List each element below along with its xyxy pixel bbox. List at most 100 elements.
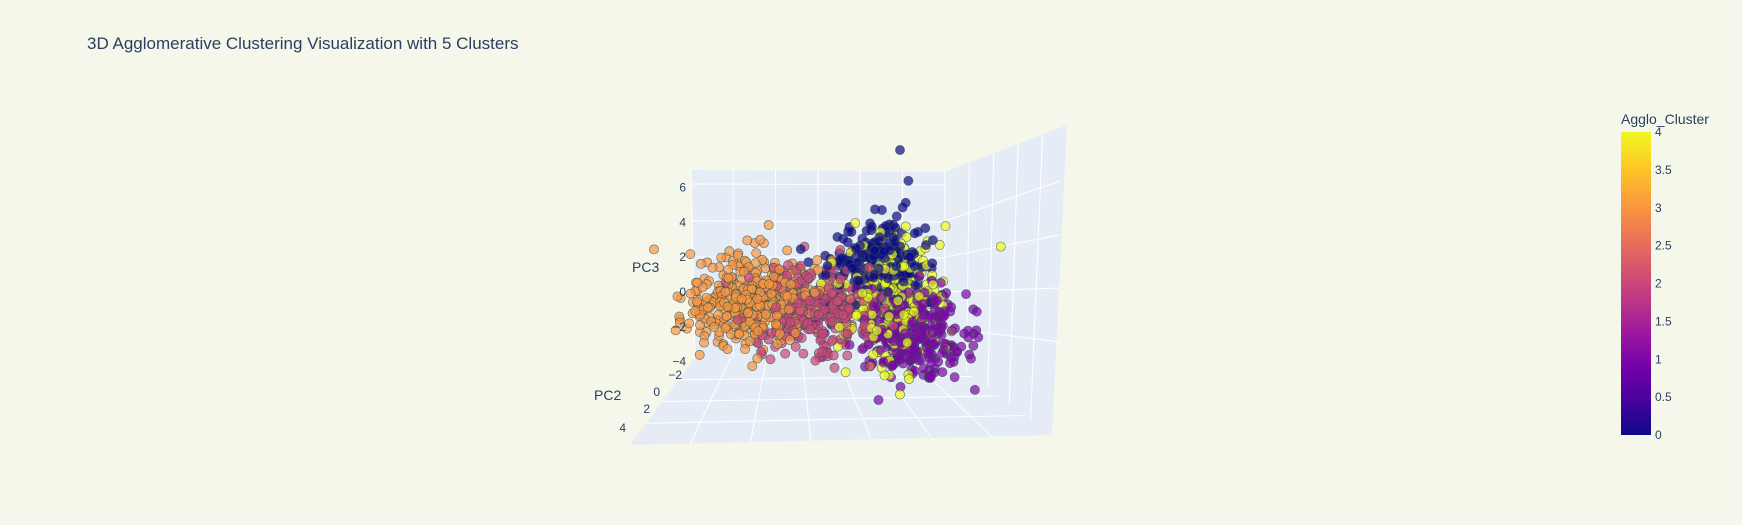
- data-point-cluster-3: [696, 258, 706, 269]
- data-point-cluster-2: [785, 317, 796, 328]
- data-point-cluster-2: [829, 362, 840, 373]
- gridline: [1030, 134, 1044, 420]
- data-point-cluster-0: [890, 222, 901, 233]
- pc3-tick-label: 0: [679, 285, 686, 299]
- data-point-cluster-2: [842, 350, 853, 361]
- data-point-cluster-3: [692, 296, 702, 307]
- data-point-cluster-2: [817, 346, 828, 357]
- data-point-cluster-3: [709, 321, 720, 332]
- data-point-cluster-2: [817, 328, 828, 339]
- pc3-tick-label: 2: [679, 250, 686, 264]
- data-point-cluster-3: [722, 301, 733, 312]
- data-point-cluster-3: [742, 235, 753, 246]
- data-point-cluster-1: [939, 338, 949, 349]
- data-point-cluster-1: [949, 372, 960, 382]
- data-point-cluster-0: [898, 276, 909, 287]
- data-point-cluster-1: [913, 334, 924, 345]
- data-point-cluster-0: [889, 237, 900, 248]
- data-point-cluster-1: [963, 325, 973, 336]
- data-point-cluster-2: [888, 320, 899, 331]
- data-point-cluster-3: [672, 291, 683, 302]
- data-point-cluster-3: [723, 273, 734, 283]
- data-point-cluster-3: [747, 361, 758, 371]
- data-point-cluster-1: [926, 334, 937, 345]
- data-point-cluster-1: [893, 353, 904, 364]
- data-point-cluster-0: [909, 228, 920, 239]
- pc3-tick-label: 4: [679, 215, 686, 229]
- data-point-cluster-1: [937, 347, 948, 358]
- data-point-cluster-1: [844, 339, 855, 350]
- data-point-cluster-4: [995, 241, 1006, 252]
- data-point-cluster-4: [893, 295, 903, 306]
- data-point-cluster-0: [867, 221, 877, 232]
- data-point-cluster-3: [812, 255, 823, 266]
- data-point-cluster-3: [763, 220, 774, 230]
- data-point-cluster-2: [793, 298, 804, 309]
- data-point-cluster-3: [772, 339, 783, 349]
- data-point-cluster-3: [772, 310, 782, 321]
- data-point-cluster-3: [753, 326, 763, 337]
- data-point-cluster-3: [761, 309, 771, 320]
- data-point-cluster-2: [813, 309, 824, 320]
- data-point-cluster-2: [805, 295, 815, 306]
- chart-title: 3D Agglomerative Clustering Visualizatio…: [87, 34, 519, 53]
- data-point-cluster-3: [720, 286, 731, 297]
- data-point-cluster-2: [826, 288, 837, 299]
- gridline: [646, 415, 1026, 424]
- data-point-cluster-0: [822, 261, 833, 271]
- data-point-cluster-4: [895, 389, 905, 400]
- data-point-cluster-0: [891, 211, 902, 222]
- data-point-cluster-3: [713, 309, 724, 320]
- data-point-cluster-2: [835, 274, 846, 285]
- data-point-cluster-3: [684, 318, 695, 329]
- data-point-cluster-1: [947, 325, 958, 336]
- pc2-tick-label: 0: [653, 385, 660, 399]
- data-point-cluster-0: [884, 245, 895, 256]
- data-point-cluster-3: [766, 288, 777, 299]
- data-point-cluster-4: [934, 239, 945, 250]
- data-point-cluster-3: [786, 279, 797, 290]
- data-point-cluster-1: [918, 298, 929, 309]
- data-point-cluster-2: [832, 296, 843, 306]
- data-point-cluster-4: [940, 221, 951, 232]
- data-point-cluster-2: [795, 260, 806, 271]
- gridline: [691, 183, 946, 186]
- data-point-cluster-4: [840, 367, 851, 378]
- data-point-cluster-1: [966, 353, 976, 364]
- data-point-cluster-1: [952, 346, 963, 357]
- pc3-tick-label: 6: [679, 181, 686, 195]
- data-point-cluster-3: [752, 353, 763, 364]
- data-point-cluster-3: [740, 344, 750, 355]
- data-point-cluster-2: [865, 361, 876, 372]
- colorbar-tick-label: 0: [1655, 428, 1662, 442]
- data-point-cluster-0: [883, 273, 893, 284]
- data-point-cluster-1: [932, 295, 942, 306]
- colorbar-tick-label: 0.5: [1655, 390, 1672, 404]
- data-point-cluster-3: [694, 349, 705, 360]
- data-point-cluster-4: [901, 232, 912, 242]
- colorbar: Agglo_Cluster 0 0.5 1 1.5 2 2.5 3 3.5 4: [1621, 111, 1709, 442]
- data-point-cluster-2: [835, 245, 846, 255]
- data-point-cluster-3: [716, 252, 727, 263]
- data-point-cluster-2: [864, 262, 874, 273]
- data-point-cluster-3: [751, 248, 762, 258]
- data-point-cluster-0: [891, 261, 902, 272]
- data-point-cluster-2: [828, 350, 839, 361]
- data-point-cluster-0: [900, 197, 911, 208]
- pc2-tick-label: 4: [619, 421, 626, 435]
- data-points: [649, 145, 1006, 405]
- data-point-cluster-3: [774, 328, 785, 339]
- data-point-cluster-3: [649, 244, 659, 255]
- data-point-cluster-0: [854, 275, 864, 286]
- data-point-cluster-3: [745, 336, 755, 346]
- pc3-tick-labels: −4 −2 0 2 4 6: [672, 181, 686, 369]
- data-point-cluster-3: [736, 294, 747, 304]
- colorbar-tick-label: 4: [1655, 125, 1662, 139]
- data-point-cluster-1: [914, 271, 925, 281]
- data-point-cluster-0: [921, 240, 931, 250]
- data-point-cluster-3: [785, 335, 795, 345]
- data-point-cluster-1: [920, 327, 931, 337]
- data-point-cluster-4: [909, 306, 919, 317]
